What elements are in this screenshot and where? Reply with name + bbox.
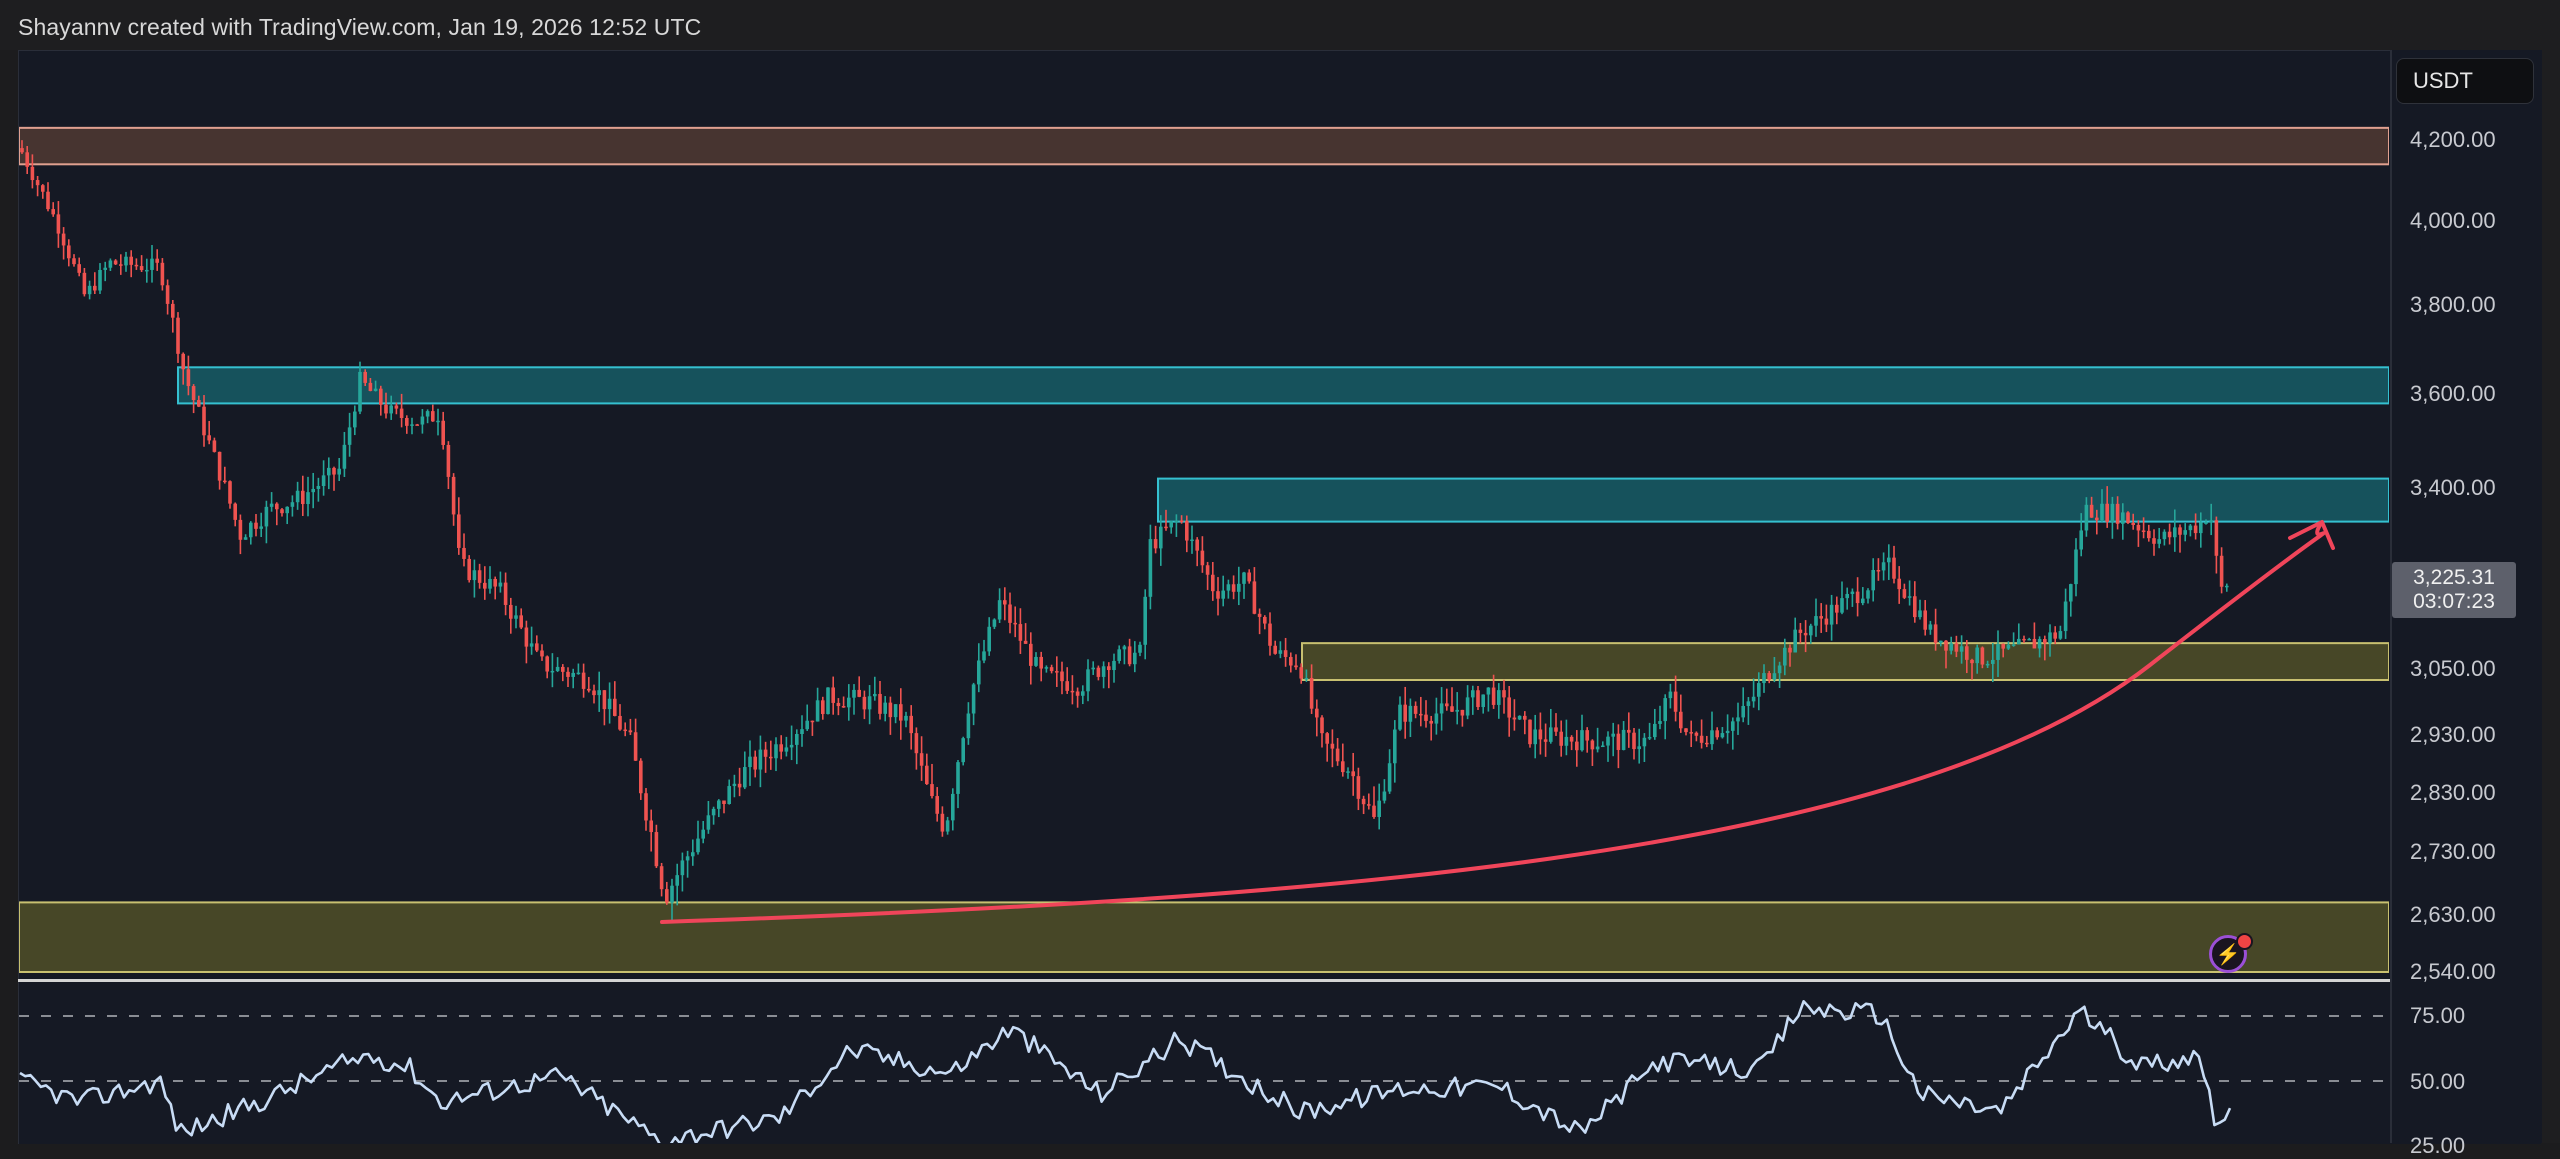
currency-label: USDT bbox=[2413, 68, 2473, 93]
attribution-text: Shayannv created with TradingView.com, J… bbox=[18, 14, 702, 40]
price-tick-label: 3,400.00 bbox=[2410, 475, 2496, 500]
price-pane bbox=[19, 126, 2389, 974]
notification-dot-icon bbox=[2236, 933, 2253, 950]
supply-zone-4200[interactable] bbox=[19, 126, 2389, 166]
rsi-tick-label: 50.00 bbox=[2410, 1069, 2466, 1094]
resistance-zone-3400[interactable] bbox=[1157, 477, 2389, 523]
rsi-tick-label: 25.00 bbox=[2410, 1133, 2466, 1158]
rsi-pane[interactable] bbox=[19, 1000, 2389, 1143]
price-tick-label: 2,930.00 bbox=[2410, 722, 2496, 747]
price-tick-label: 3,800.00 bbox=[2410, 292, 2496, 317]
price-tick-label: 2,540.00 bbox=[2410, 959, 2496, 984]
candles bbox=[20, 140, 2229, 921]
pane-separator[interactable] bbox=[18, 979, 2540, 982]
projection-curve-arrow bbox=[660, 523, 2326, 924]
price-tick-label: 4,000.00 bbox=[2410, 208, 2496, 233]
attribution-bar: Shayannv created with TradingView.com, J… bbox=[0, 0, 2560, 50]
demand-zone-2630[interactable] bbox=[19, 901, 2389, 974]
currency-button[interactable]: USDT bbox=[2396, 58, 2534, 104]
last-price: 3,225.31 bbox=[2413, 566, 2495, 589]
price-tick-label: 2,630.00 bbox=[2410, 902, 2496, 927]
price-tick-label: 2,730.00 bbox=[2410, 839, 2496, 864]
last-price-tag: 3,225.31 03:07:23 bbox=[2392, 562, 2516, 618]
price-tick-label: 2,830.00 bbox=[2410, 780, 2496, 805]
support-zone-3050[interactable] bbox=[1301, 642, 2389, 682]
rsi-line bbox=[19, 1000, 2232, 1143]
resistance-zone-3600[interactable] bbox=[177, 366, 2389, 405]
arrowhead-icon bbox=[2288, 520, 2335, 550]
right-gutter bbox=[2540, 50, 2560, 1143]
price-tick-label: 4,200.00 bbox=[2410, 127, 2496, 152]
price-tick-label: 3,050.00 bbox=[2410, 656, 2496, 681]
rsi-tick-label: 75.00 bbox=[2410, 1003, 2466, 1028]
price-tick-label: 3,600.00 bbox=[2410, 381, 2496, 406]
bar-countdown: 03:07:23 bbox=[2413, 590, 2495, 613]
